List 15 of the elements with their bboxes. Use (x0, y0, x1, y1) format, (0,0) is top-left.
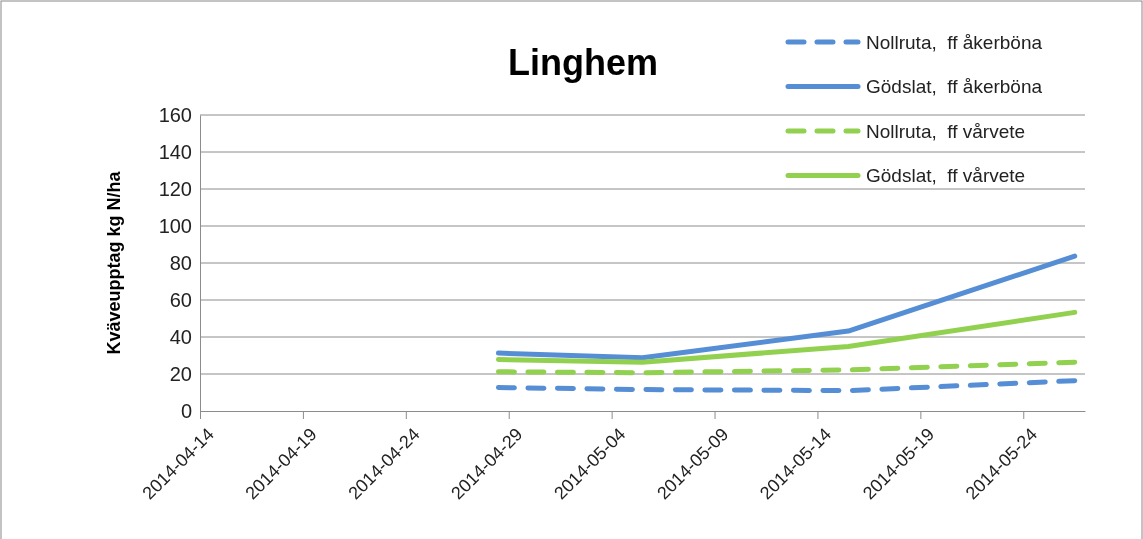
y-tick-label: 160 (158, 103, 192, 126)
y-tick-label: 0 (180, 399, 192, 422)
y-tick-label: 120 (158, 177, 192, 200)
y-tick-label: 80 (169, 251, 192, 274)
chart-title: Linghem (508, 42, 658, 83)
y-tick-label: 140 (158, 140, 192, 163)
legend-label: Gödslat, ff vårvete (866, 165, 1026, 187)
legend-label: Gödslat, ff åkerböna (866, 76, 1043, 98)
y-tick-label: 40 (169, 325, 192, 348)
y-tick-label: 100 (158, 214, 192, 237)
y-axis-title: Kväveupptag kg N/ha (104, 170, 124, 355)
legend-label: Nollruta, ff åkerböna (866, 31, 1043, 53)
y-tick-label: 20 (169, 362, 192, 385)
legend-label: Nollruta, ff vårvete (866, 120, 1026, 142)
y-tick-label: 60 (169, 288, 192, 311)
